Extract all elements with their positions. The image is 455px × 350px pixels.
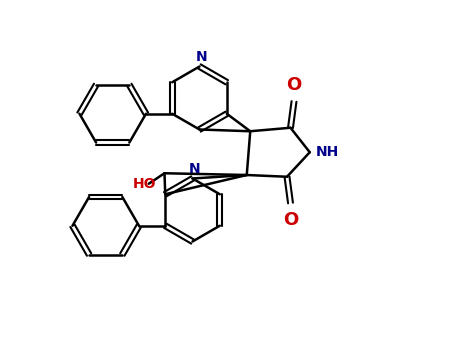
Text: O: O [283, 211, 298, 229]
Text: N: N [196, 50, 207, 64]
Text: N: N [188, 162, 200, 176]
Text: HO: HO [133, 177, 157, 191]
Text: NH: NH [316, 145, 339, 159]
Text: O: O [286, 76, 302, 94]
